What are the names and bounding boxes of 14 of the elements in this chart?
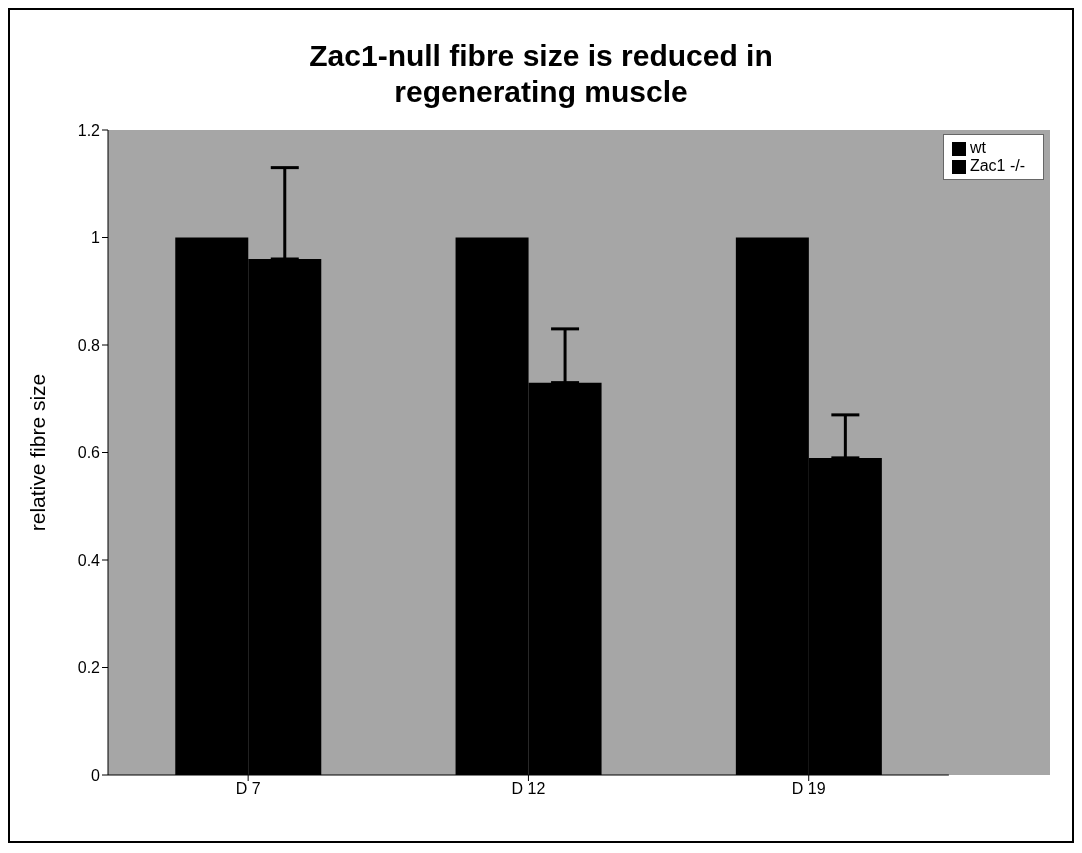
x-tick-label: D 19 xyxy=(791,780,826,798)
y-tick-label: 1 xyxy=(91,229,101,247)
x-tick-label: D 12 xyxy=(511,780,546,798)
y-tick-label: 0.6 xyxy=(77,444,101,462)
x-tick-label: D 7 xyxy=(235,780,261,798)
y-tick-label: 0 xyxy=(91,766,101,784)
y-tick-label: 0.8 xyxy=(77,336,101,354)
y-axis-title: relative fibre size xyxy=(26,373,50,532)
y-tick-label: 0.4 xyxy=(77,551,101,569)
chart-title: Zac1-null fibre size is reduced in regenerating muscle xyxy=(308,38,774,110)
y-tick-label: 1.2 xyxy=(77,121,101,139)
legend-label: Zac1 -/- xyxy=(969,157,1025,174)
y-tick-label: 0.2 xyxy=(77,659,101,677)
legend-label: wt xyxy=(969,139,986,156)
